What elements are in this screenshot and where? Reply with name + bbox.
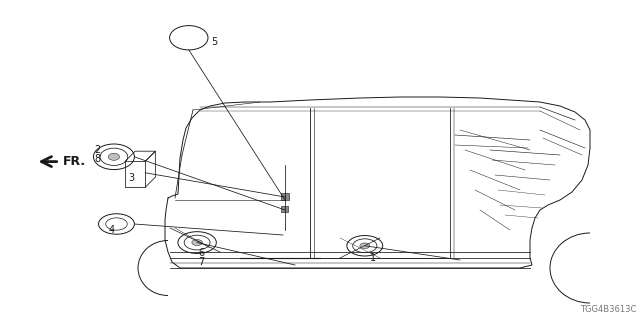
- Ellipse shape: [360, 243, 370, 249]
- Ellipse shape: [192, 240, 202, 245]
- Text: 2: 2: [95, 145, 101, 155]
- Text: 5: 5: [211, 36, 218, 47]
- Text: 4: 4: [109, 225, 115, 235]
- Text: 7: 7: [198, 257, 205, 268]
- Text: FR.: FR.: [63, 155, 86, 168]
- Text: 1: 1: [370, 252, 376, 263]
- Bar: [281, 206, 288, 212]
- Text: TGG4B3613C: TGG4B3613C: [580, 305, 636, 314]
- Ellipse shape: [108, 153, 120, 160]
- Text: 8: 8: [95, 154, 101, 164]
- Bar: [281, 193, 289, 200]
- Text: 6: 6: [198, 248, 205, 258]
- Text: 3: 3: [128, 172, 134, 183]
